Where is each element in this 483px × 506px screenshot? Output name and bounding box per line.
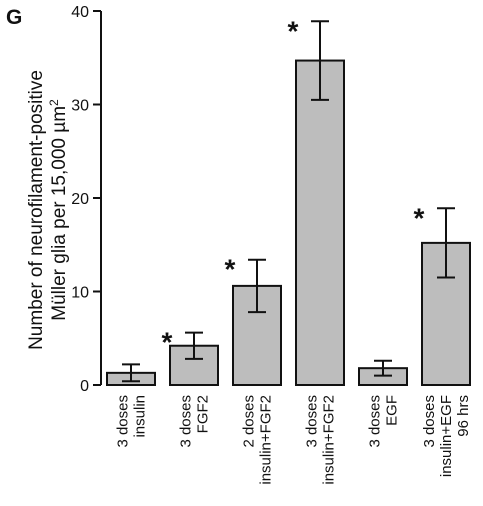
x-tick-label: EGF (384, 395, 401, 426)
x-tick-label: 3 doses (178, 395, 195, 448)
x-tick-label: insulin+FGF2 (258, 395, 275, 485)
y-axis-title: Number of neurofilament-positive Müller … (26, 70, 70, 350)
significance-marker: * (162, 327, 173, 358)
x-tick-label: 96 hrs (455, 395, 472, 437)
y-axis-title-line-2: Müller glia per 15,000 µm2 (47, 99, 70, 321)
y-axis-title-superscript: 2 (47, 99, 61, 106)
y-tick-label: 40 (71, 4, 89, 21)
y-ticks-group: 0 10 20 30 40 (71, 4, 101, 395)
significance-marker: * (288, 15, 299, 46)
bar (295, 59, 345, 387)
error-bars-group (122, 20, 455, 383)
y-axis-title-line-1: Number of neurofilament-positive (26, 70, 47, 350)
y-axis-title-line-2-text: Müller glia per 15,000 µm (49, 106, 70, 321)
x-tick-label: 3 doses (304, 395, 321, 448)
x-tick-label: FGF2 (195, 395, 212, 433)
significance-markers-group: * * * * (162, 15, 425, 357)
x-tick-label: 3 doses (367, 395, 384, 448)
x-tick-label: 2 doses (241, 395, 258, 448)
significance-marker: * (414, 202, 425, 233)
x-tick-label: 3 doses (421, 395, 438, 448)
significance-marker: * (225, 254, 236, 285)
x-tick-label: insulin+FGF2 (321, 395, 338, 485)
y-tick-label: 10 (71, 285, 89, 302)
y-tick-label: 20 (71, 191, 89, 208)
x-tick-label: 3 doses (115, 395, 132, 448)
y-tick-label: 0 (80, 378, 89, 395)
x-tick-labels-group: 3 doses insulin 3 doses FGF2 2 doses insulin+… (115, 395, 473, 485)
x-tick-label: insulin (132, 395, 149, 438)
panel-label: G (6, 6, 22, 29)
y-tick-label: 30 (71, 98, 89, 115)
x-tick-label: insulin+EGF (438, 395, 455, 477)
